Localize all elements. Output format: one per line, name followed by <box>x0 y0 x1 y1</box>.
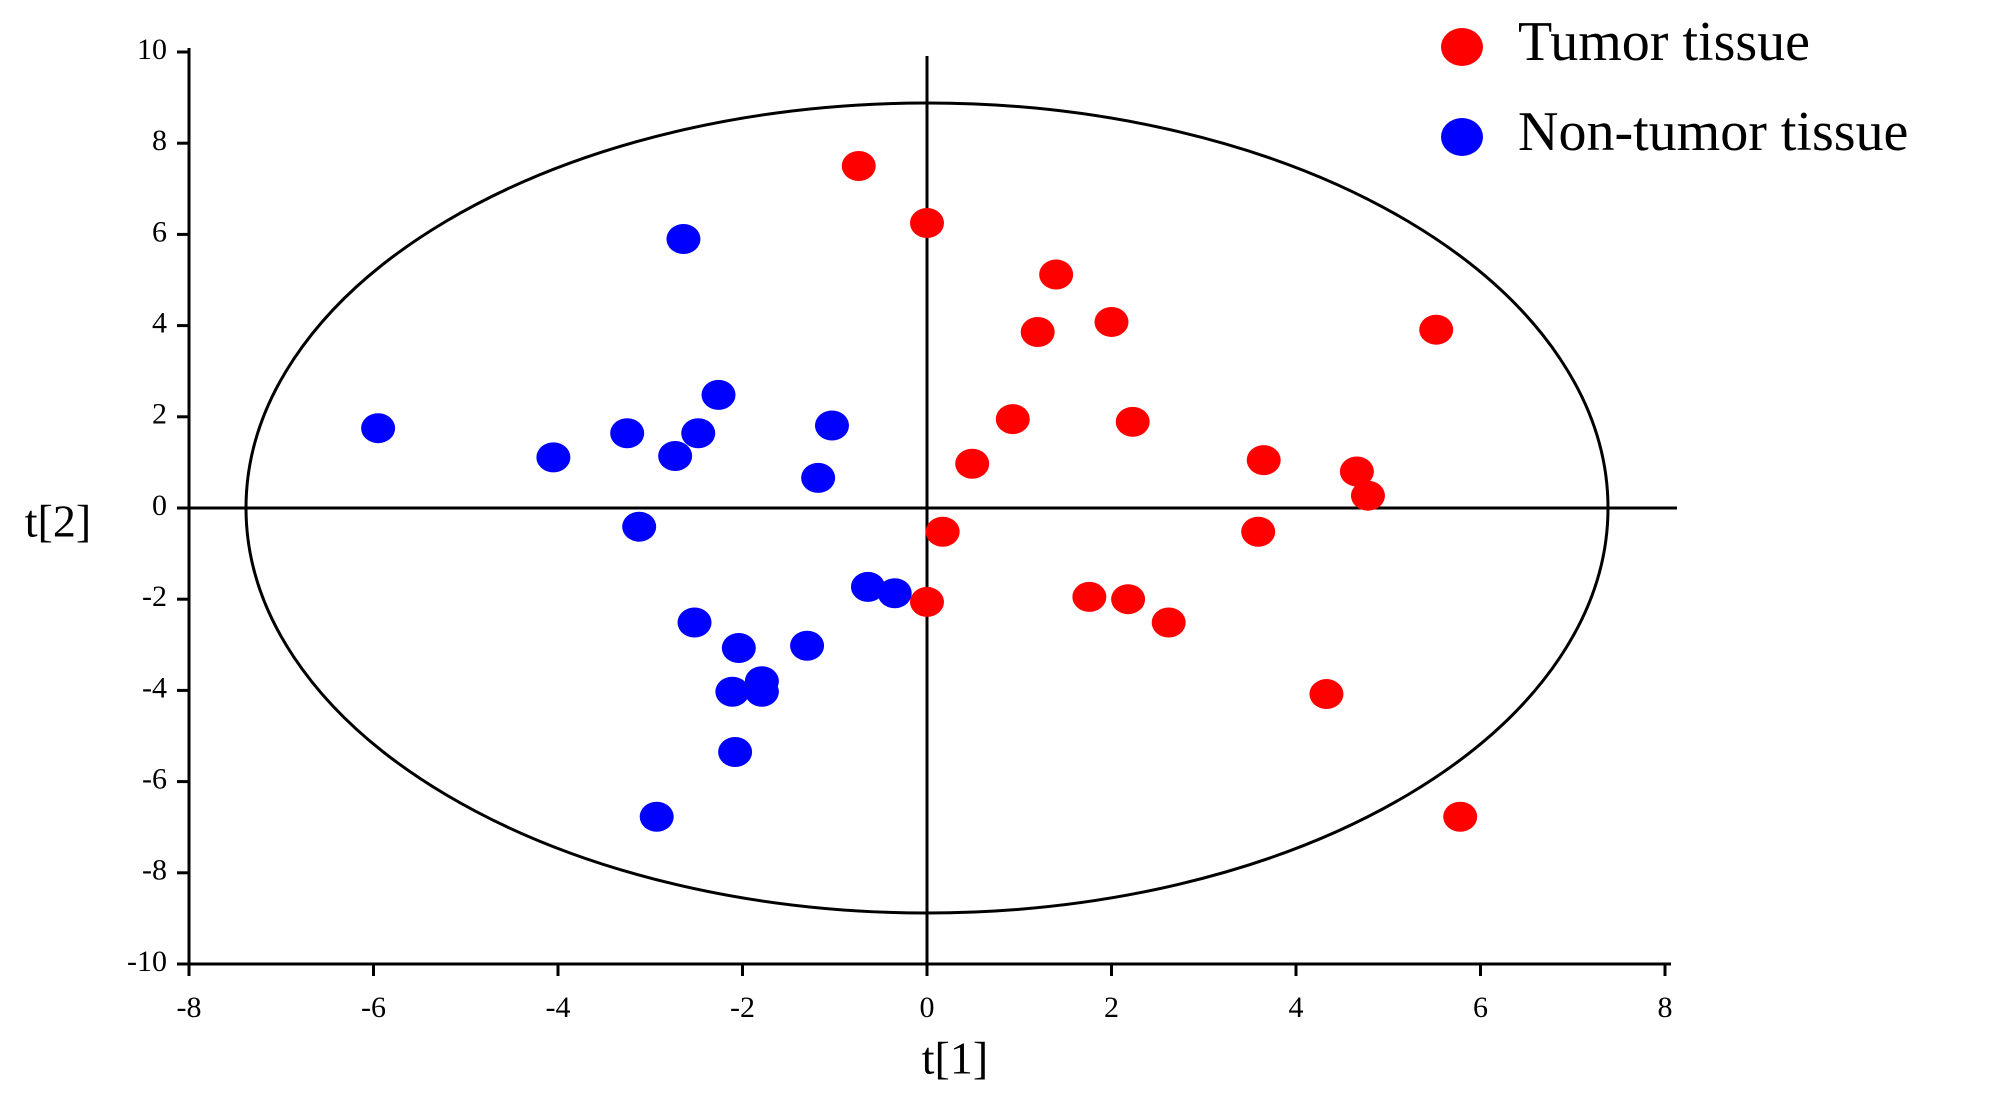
point <box>666 223 701 254</box>
y-tick-label: 2 <box>152 398 167 431</box>
point <box>1151 607 1186 638</box>
point <box>1020 316 1055 347</box>
y-tick-label: -4 <box>142 671 167 704</box>
point <box>610 418 645 449</box>
point <box>639 801 674 832</box>
confidence-ellipse <box>244 101 1610 915</box>
y-tick-label: 4 <box>152 306 167 339</box>
y-tick-label: -6 <box>142 762 167 795</box>
x-tick-label: -4 <box>546 991 571 1024</box>
point <box>1094 306 1129 337</box>
legend-marker <box>1441 118 1483 156</box>
point <box>925 516 960 547</box>
point <box>955 448 990 479</box>
point <box>801 462 836 493</box>
x-tick-label: -6 <box>361 991 386 1024</box>
y-tick-label: 10 <box>137 33 167 66</box>
point <box>658 441 693 472</box>
point <box>718 736 753 767</box>
point <box>1111 584 1146 615</box>
x-tick-label: 8 <box>1658 991 1673 1024</box>
point <box>790 630 825 661</box>
point <box>910 208 944 238</box>
x-tick-label: 6 <box>1473 991 1488 1024</box>
point <box>1339 456 1374 487</box>
point <box>536 442 571 473</box>
y-axis-label: t[2] <box>25 496 91 547</box>
point <box>1309 679 1344 710</box>
x-tick-label: 0 <box>920 991 935 1024</box>
legend-label: Tumor tissue <box>1518 11 1810 73</box>
point <box>1072 581 1107 612</box>
point <box>850 571 885 602</box>
point <box>1246 445 1281 476</box>
x-tick-label: 2 <box>1104 991 1119 1024</box>
point <box>1350 480 1385 511</box>
point <box>995 404 1030 435</box>
point <box>910 586 944 617</box>
legend-marker <box>1441 28 1483 66</box>
y-tick-label: -2 <box>142 580 167 613</box>
x-tick-label: 4 <box>1289 991 1304 1024</box>
point <box>841 151 876 181</box>
x-axis-label: t[1] <box>922 1033 988 1084</box>
point <box>361 413 396 444</box>
point <box>744 676 779 707</box>
y-tick-label: 8 <box>152 124 167 157</box>
point <box>622 511 657 542</box>
point <box>681 418 716 449</box>
x-tick-label: -2 <box>730 991 755 1024</box>
y-tick-label: -8 <box>142 854 167 887</box>
point <box>677 607 712 638</box>
y-tick-label: -10 <box>127 945 167 978</box>
point <box>1241 516 1276 547</box>
point <box>877 578 912 609</box>
point <box>1419 314 1454 345</box>
point <box>1039 259 1074 290</box>
point <box>715 676 750 707</box>
x-tick-label: -8 <box>177 991 202 1024</box>
point <box>1443 801 1478 832</box>
y-tick-label: 0 <box>152 489 167 522</box>
point <box>1115 406 1150 437</box>
y-tick-label: 6 <box>152 215 167 248</box>
legend-label: Non-tumor tissue <box>1518 101 1908 163</box>
point <box>721 632 756 663</box>
point <box>814 410 849 441</box>
point <box>701 379 736 410</box>
